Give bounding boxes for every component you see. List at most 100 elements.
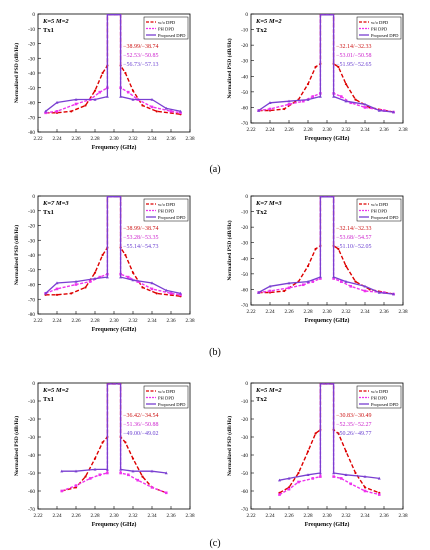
x-tick-label: 2.36 (379, 513, 388, 519)
series-wo-point (337, 247, 340, 251)
series-ph-point (349, 482, 353, 486)
series-wo-point (101, 253, 104, 257)
series-proposed-line (61, 383, 167, 474)
chart-5: 2.22 2.24 2.26 2.28 2.30 2.32 2.34 2.36 2.38 0 -10… (13, 381, 195, 528)
x-tick-label: 2.30 (109, 136, 118, 142)
x-tick-label: 2.34 (147, 513, 156, 519)
series-wo-point (306, 264, 310, 268)
y-tick-label: -40 (241, 74, 248, 80)
series-proposed-point (287, 476, 291, 480)
x-tick-label: 2.24 (265, 513, 274, 519)
series-ph-point (169, 292, 173, 295)
tx-label: Tx2 (256, 27, 267, 34)
y-tick-label: 0 (245, 381, 248, 387)
series-proposed-line (45, 196, 181, 295)
acpr-annotation: −38.99/−38.74 (123, 226, 158, 232)
series-proposed-point (44, 109, 48, 113)
y-tick-label: 0 (32, 194, 35, 200)
series-proposed-point (332, 275, 336, 279)
x-tick-label: 2.26 (284, 309, 293, 315)
series-ph-point (311, 477, 315, 480)
series-wo-point (344, 264, 348, 268)
x-tick-label: 2.22 (33, 136, 42, 142)
y-tick-label: -50 (28, 86, 35, 92)
x-tick-label: 2.32 (341, 309, 350, 315)
acpr-annotation: −36.42/−34.54 (123, 413, 158, 419)
x-tick-label: 2.24 (52, 136, 61, 142)
y-tick-label: -40 (28, 71, 35, 77)
series-ph-point (319, 277, 322, 280)
series-wo-point (141, 475, 144, 478)
series-proposed-point (93, 467, 97, 471)
series-wo-point (354, 471, 357, 475)
y-tick-label: -70 (241, 507, 248, 513)
y-tick-label: -50 (28, 471, 35, 477)
series-ph-point (55, 287, 59, 291)
series-wo-point (131, 457, 135, 460)
series-wo-point (93, 89, 97, 92)
acpr-annotation: −51.10/−52.05 (336, 244, 371, 250)
y-tick-label: -60 (28, 489, 35, 495)
legend-label: Proposed DPD (158, 215, 186, 220)
y-tick-label: -30 (241, 241, 248, 247)
param-label: K=5 M=2 (42, 18, 69, 25)
acpr-annotation: −50.26/−49.77 (336, 431, 371, 437)
series-proposed-point (306, 98, 310, 101)
series-ph-point (339, 280, 343, 283)
series-proposed-point (150, 281, 154, 285)
series-ph-point (150, 486, 154, 489)
y-tick-label: -60 (28, 283, 35, 289)
series-ph-point (88, 477, 92, 480)
series-ph-point (98, 275, 102, 279)
series-wo-point (314, 65, 317, 69)
x-tick-label: 2.28 (303, 513, 312, 519)
series-wo-point (131, 89, 135, 92)
y-tick-label: -60 (241, 287, 248, 293)
series-ph-point (363, 489, 367, 493)
chart-3: 2.22 2.24 2.26 2.28 2.30 2.32 2.34 2.36 2.38 0 -10… (13, 194, 195, 333)
series-ph-point (98, 473, 102, 477)
series-ph-point (311, 280, 315, 283)
series-proposed-line (258, 196, 394, 295)
series-ph-point (268, 107, 272, 111)
series-wo-point (131, 271, 135, 274)
series-proposed-point (93, 277, 97, 280)
series-ph-line (258, 196, 394, 295)
series-proposed-point (306, 473, 310, 476)
series-wo-point (84, 104, 87, 107)
series-ph-point (349, 285, 353, 288)
series-ph-point (179, 293, 182, 297)
x-tick-label: 2.38 (398, 309, 407, 315)
x-tick-label: 2.32 (128, 513, 137, 519)
x-tick-label: 2.28 (303, 309, 312, 315)
y-tick-label: -50 (241, 272, 248, 278)
x-axis-label: Frequency (GHz) (305, 317, 350, 324)
y-tick-label: -50 (241, 471, 248, 477)
legend-label: w/o DPD (371, 20, 389, 25)
series-proposed-point (131, 97, 135, 101)
series-wo-point (93, 271, 97, 274)
series-ph-point (339, 477, 343, 480)
series-proposed-point (377, 290, 381, 294)
series-wo-point (314, 432, 317, 435)
y-tick-label: -20 (28, 224, 35, 230)
series-ph-point (363, 289, 367, 293)
y-tick-label: -20 (241, 417, 248, 423)
series-wo-point (306, 82, 310, 86)
acpr-annotation: −52.53/−50.85 (123, 53, 158, 59)
series-wo-point (84, 286, 87, 289)
x-tick-label: 2.26 (71, 318, 80, 324)
series-proposed-point (55, 100, 59, 104)
x-tick-label: 2.34 (360, 127, 369, 133)
series-wo-point (101, 71, 104, 75)
y-tick-label: -70 (28, 115, 35, 121)
series-ph-point (119, 471, 122, 475)
x-tick-label: 2.28 (303, 127, 312, 133)
series-ph-point (169, 110, 173, 113)
series-proposed-point (74, 279, 78, 283)
legend-label: Proposed DPD (371, 33, 399, 38)
series-ph-point (339, 95, 343, 98)
y-tick-label: 0 (32, 381, 35, 387)
caption-a: (a) (209, 164, 220, 175)
